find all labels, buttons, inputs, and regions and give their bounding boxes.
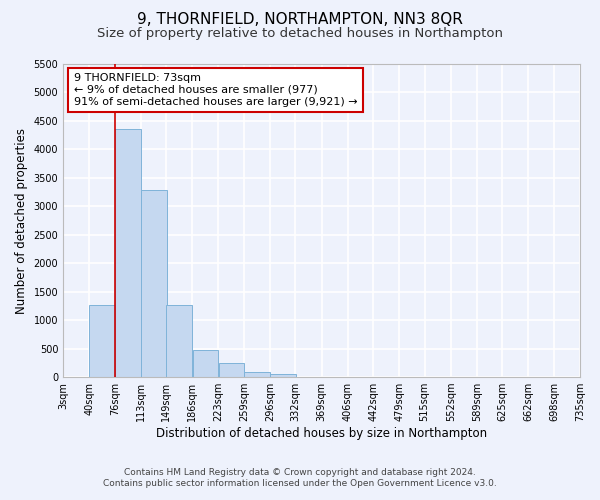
Bar (193, 350, 218, 377)
Text: 9, THORNFIELD, NORTHAMPTON, NN3 8QR: 9, THORNFIELD, NORTHAMPTON, NN3 8QR (137, 12, 463, 28)
Bar (270, 374, 296, 377)
Bar (141, 190, 167, 377)
Text: Contains HM Land Registry data © Crown copyright and database right 2024.
Contai: Contains HM Land Registry data © Crown c… (103, 468, 497, 487)
Bar (89, 305, 115, 377)
Bar (244, 372, 270, 377)
Text: 9 THORNFIELD: 73sqm
← 9% of detached houses are smaller (977)
91% of semi-detach: 9 THORNFIELD: 73sqm ← 9% of detached hou… (74, 74, 357, 106)
Bar (115, 130, 140, 377)
Text: Size of property relative to detached houses in Northampton: Size of property relative to detached ho… (97, 28, 503, 40)
X-axis label: Distribution of detached houses by size in Northampton: Distribution of detached houses by size … (156, 427, 487, 440)
Bar (218, 364, 244, 377)
Bar (166, 305, 192, 377)
Y-axis label: Number of detached properties: Number of detached properties (15, 128, 28, 314)
